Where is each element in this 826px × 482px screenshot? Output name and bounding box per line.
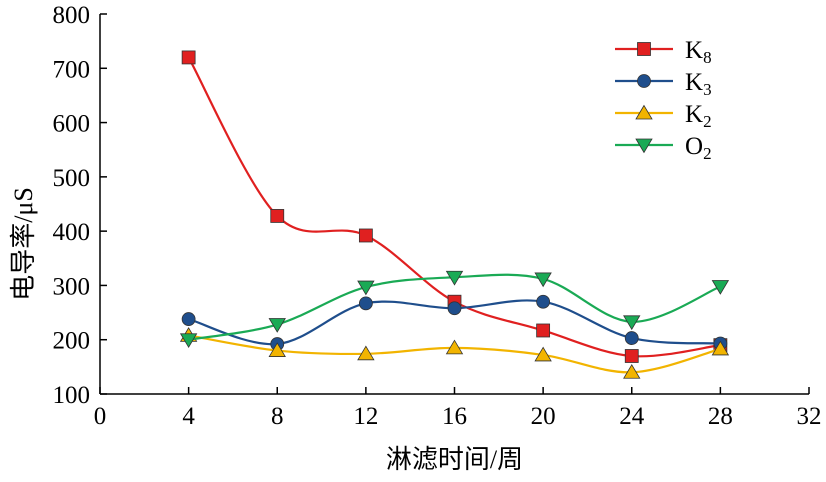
x-tick-label: 0 [94, 403, 107, 430]
x-axis-label: 淋滤时间/周 [386, 445, 523, 474]
x-tick-label: 20 [531, 403, 556, 430]
data-point-k2 [445, 339, 464, 355]
legend-marker [637, 74, 651, 88]
x-tick-label: 4 [182, 403, 195, 430]
legend-label: K2 [685, 101, 712, 131]
x-tick-label: 28 [708, 403, 733, 430]
y-tick-label: 600 [53, 111, 91, 138]
legend-label: K8 [685, 37, 712, 67]
y-tick-label: 700 [53, 56, 91, 83]
data-point-k8 [624, 349, 639, 363]
legend-label: O2 [685, 133, 712, 163]
x-tick-label: 12 [353, 403, 378, 430]
data-point-k8 [536, 323, 551, 338]
data-point-k2 [534, 346, 552, 362]
data-point-o2 [179, 333, 198, 348]
y-tick-label: 400 [53, 219, 91, 246]
y-tick-label: 500 [53, 165, 91, 192]
x-tick-label: 8 [271, 403, 284, 430]
data-point-k2 [357, 345, 375, 361]
data-point-o2 [711, 280, 730, 295]
data-point-k2 [711, 340, 730, 356]
data-point-o2 [623, 315, 641, 331]
data-point-k2 [623, 364, 641, 379]
data-point-k2 [268, 342, 286, 357]
legend-marker [637, 42, 651, 56]
axes: 0 4 8 12 16 20 24 28 32 100 200 300 400 500 600 700 800 [53, 2, 822, 430]
legend-entry-k2: K2 [615, 101, 712, 131]
y-tick-label: 200 [53, 328, 91, 355]
data-point-k8 [270, 209, 285, 223]
y-tick-label: 800 [53, 2, 91, 29]
data-point-o2 [268, 318, 286, 333]
data-point-o2 [357, 280, 375, 296]
data-point-k3 [624, 331, 639, 345]
data-point-k8 [358, 228, 373, 243]
x-tick-label: 24 [619, 403, 645, 430]
y-axis-label: 电导率/μS [9, 187, 38, 301]
y-tick-label: 100 [53, 382, 91, 409]
series-k8 [181, 50, 728, 363]
data-point-o2 [534, 272, 552, 288]
data-point-k3 [181, 312, 196, 326]
legend-entry-o2: O2 [615, 133, 712, 163]
data-point-o2 [445, 270, 464, 286]
data-point-k8 [181, 50, 196, 65]
legend-entry-k8: K8 [615, 37, 712, 67]
legend-label: K3 [685, 69, 712, 99]
series-k2 [179, 327, 730, 379]
legend-marker [635, 138, 653, 154]
legend-marker [635, 104, 653, 120]
data-point-k3 [536, 294, 551, 309]
data-point-k3 [447, 301, 462, 316]
data-point-k3 [358, 296, 373, 311]
y-tick-label: 300 [53, 273, 91, 300]
series-layer [179, 50, 730, 379]
x-tick-label: 16 [442, 403, 467, 430]
series-o2 [179, 270, 730, 348]
x-tick-label: 32 [797, 403, 822, 430]
legend-entry-k3: K3 [615, 69, 712, 99]
